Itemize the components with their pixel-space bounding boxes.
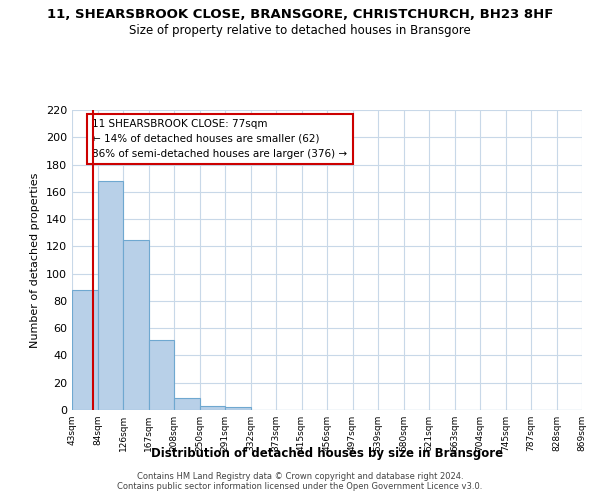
Text: Contains public sector information licensed under the Open Government Licence v3: Contains public sector information licen… (118, 482, 482, 491)
Text: Size of property relative to detached houses in Bransgore: Size of property relative to detached ho… (129, 24, 471, 37)
Text: Contains HM Land Registry data © Crown copyright and database right 2024.: Contains HM Land Registry data © Crown c… (137, 472, 463, 481)
Bar (149, 340, 174, 410)
Text: 11 SHEARSBROOK CLOSE: 77sqm
← 14% of detached houses are smaller (62)
86% of sem: 11 SHEARSBROOK CLOSE: 77sqm ← 14% of det… (92, 119, 347, 158)
Text: 11, SHEARSBROOK CLOSE, BRANSGORE, CHRISTCHURCH, BH23 8HF: 11, SHEARSBROOK CLOSE, BRANSGORE, CHRIST… (47, 8, 553, 20)
Bar (225, 408, 251, 410)
Bar (72, 290, 97, 410)
Bar (123, 240, 149, 410)
Bar (97, 181, 123, 410)
Text: Distribution of detached houses by size in Bransgore: Distribution of detached houses by size … (151, 448, 503, 460)
Bar (174, 398, 199, 410)
Bar (199, 406, 225, 410)
Y-axis label: Number of detached properties: Number of detached properties (31, 172, 40, 348)
